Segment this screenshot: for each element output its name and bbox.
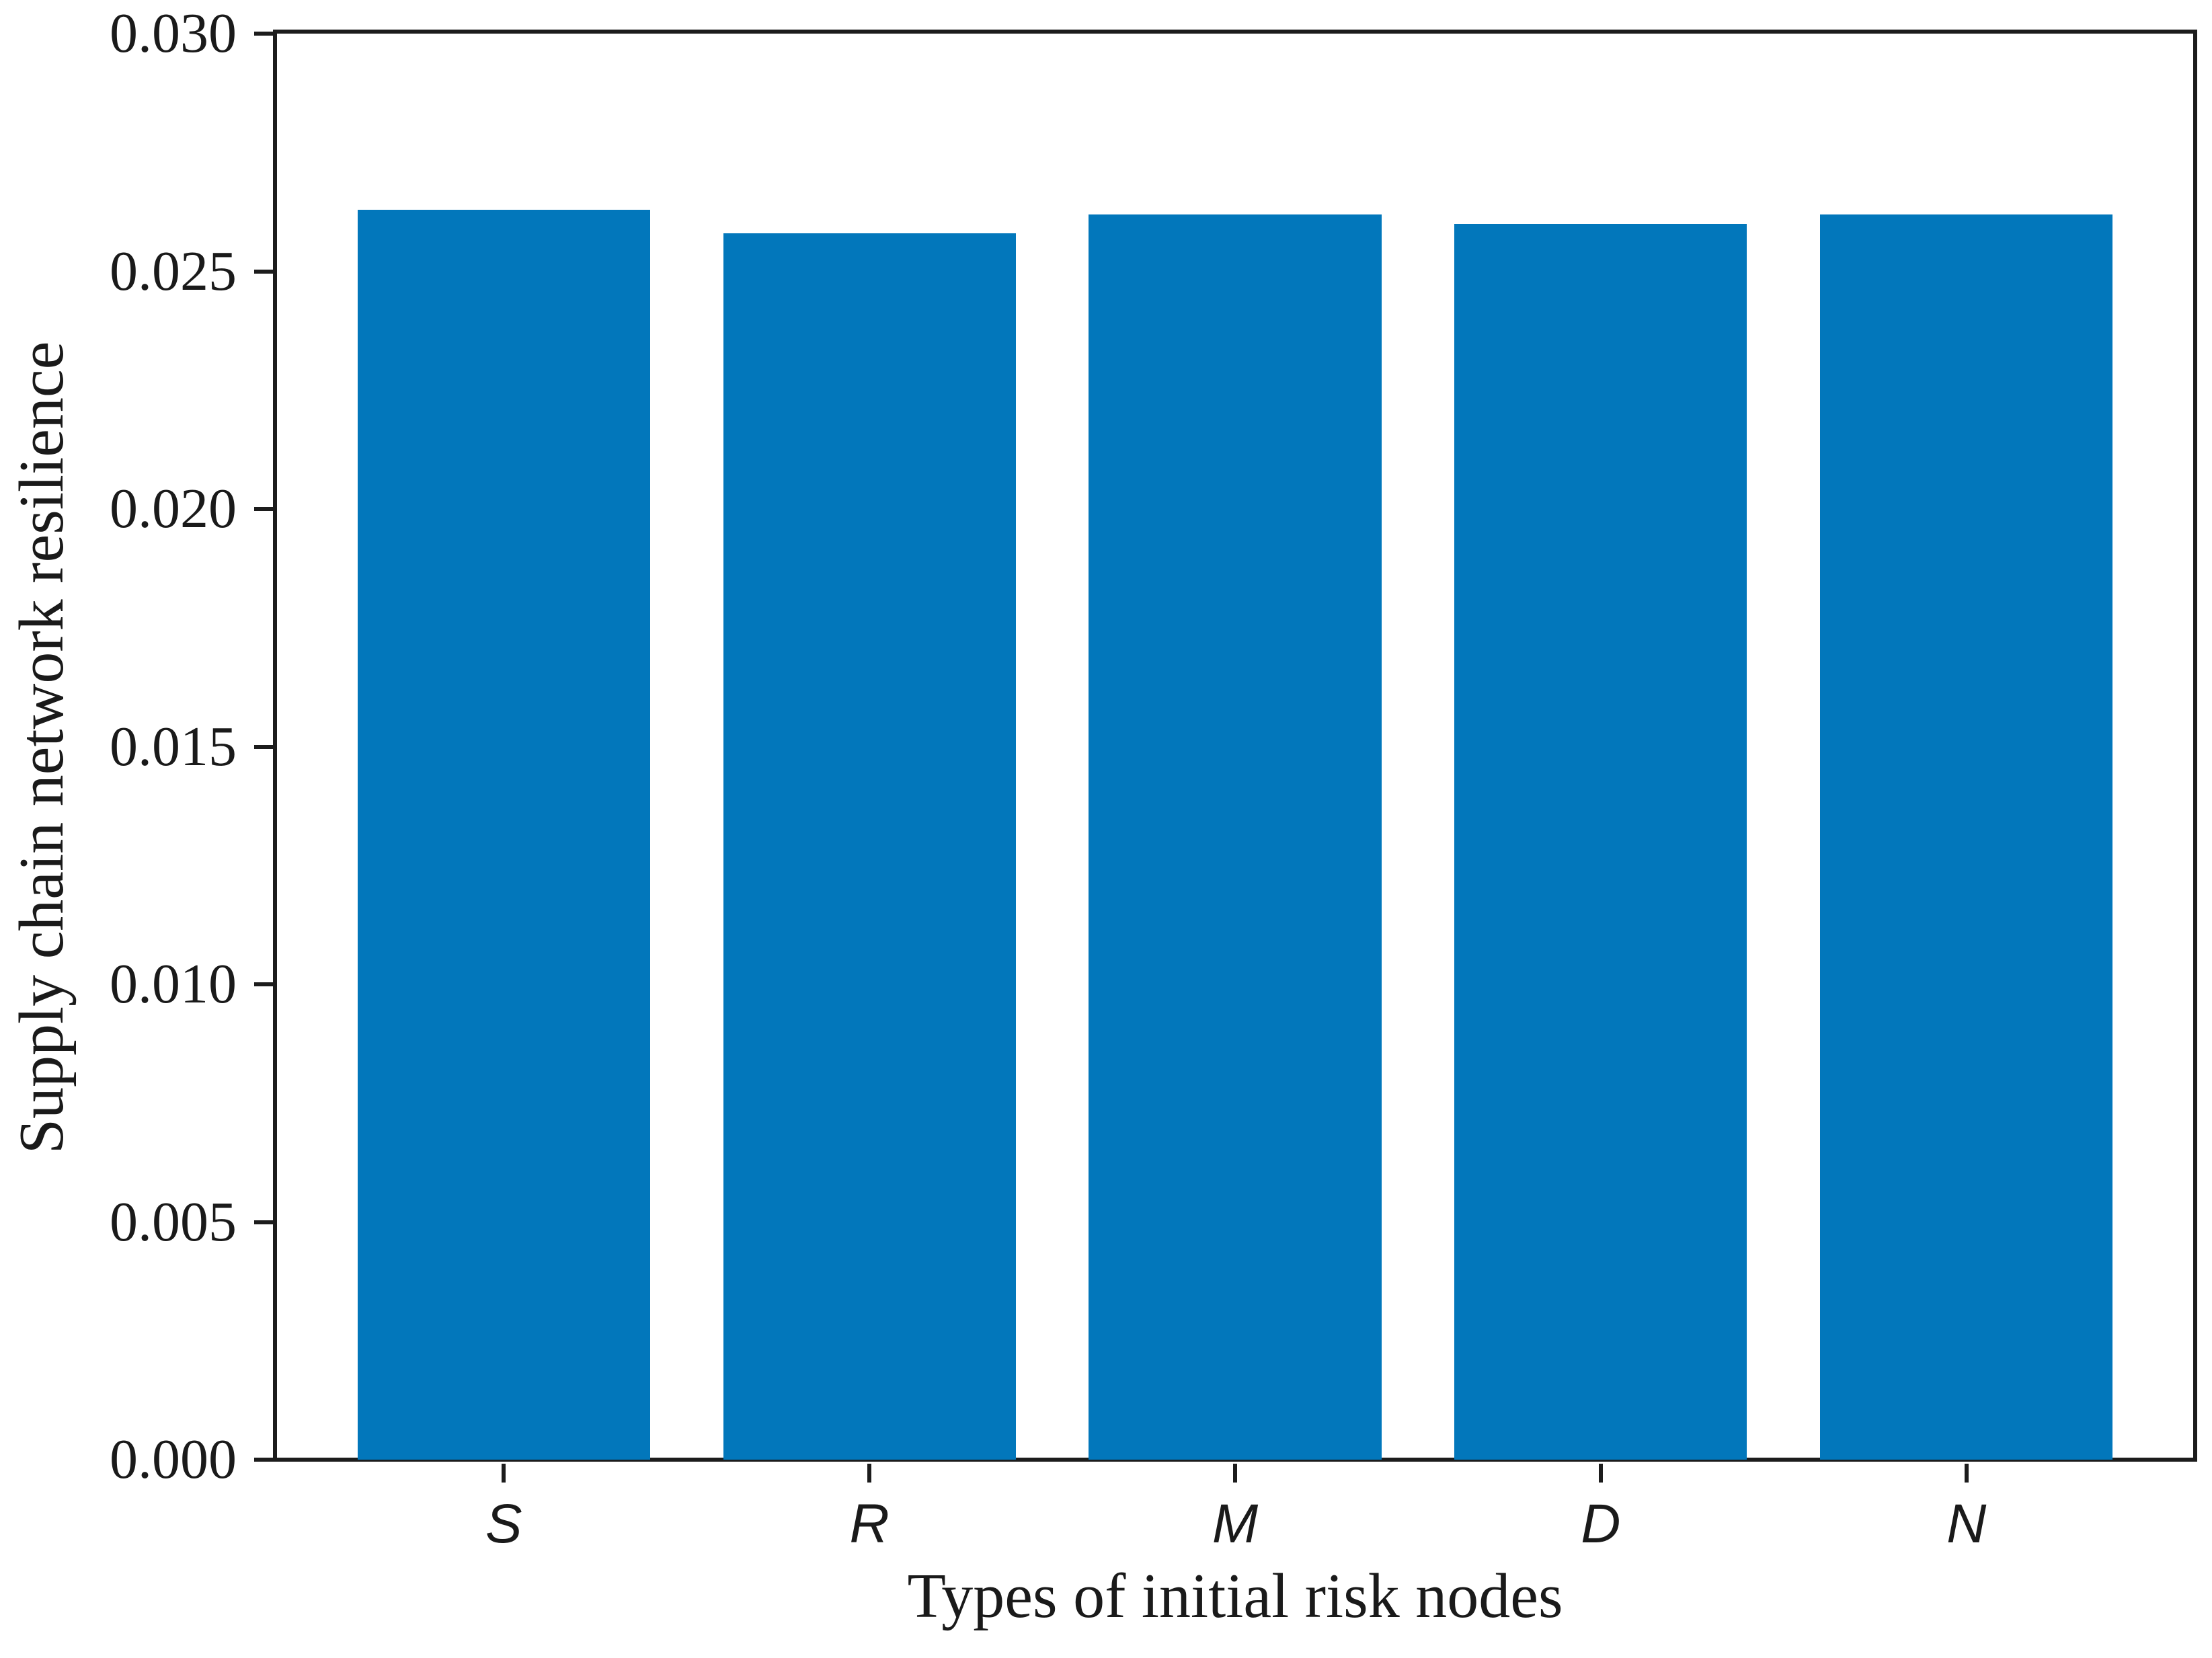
- bar-n: [1820, 214, 2113, 1460]
- y-tick-mark: [254, 269, 273, 274]
- x-tick-label-n: N: [1946, 1493, 1987, 1554]
- y-tick-label: 0.030: [110, 2, 237, 65]
- x-tick-mark: [1964, 1464, 1969, 1483]
- bar-m: [1089, 214, 1382, 1460]
- x-axis-title: Types of initial risk nodes: [907, 1561, 1563, 1631]
- y-tick-label: 0.015: [110, 715, 237, 778]
- y-tick-mark: [254, 744, 273, 749]
- y-tick-mark: [254, 1220, 273, 1224]
- bar-d: [1454, 223, 1747, 1460]
- x-tick-label-d: D: [1581, 1493, 1621, 1554]
- y-tick-label: 0.025: [110, 239, 237, 303]
- y-tick-label: 0.005: [110, 1190, 237, 1253]
- x-tick-label-s: S: [485, 1493, 522, 1554]
- y-tick-label: 0.010: [110, 953, 237, 1015]
- x-tick-mark: [502, 1464, 506, 1483]
- x-tick-mark: [1598, 1464, 1603, 1483]
- x-tick-mark: [867, 1464, 872, 1483]
- y-tick-label: 0.000: [110, 1428, 237, 1491]
- y-axis-title: Supply chain network resilience: [7, 341, 77, 1154]
- y-tick-mark: [254, 507, 273, 511]
- y-tick-mark: [254, 32, 273, 36]
- y-tick-mark: [254, 1458, 273, 1462]
- y-tick-mark: [254, 982, 273, 986]
- bar-s: [357, 209, 650, 1460]
- x-tick-mark: [1233, 1464, 1237, 1483]
- x-tick-label-r: R: [849, 1493, 890, 1554]
- x-tick-label-m: M: [1212, 1493, 1259, 1554]
- bar-r: [723, 233, 1016, 1460]
- y-tick-label: 0.020: [110, 477, 237, 540]
